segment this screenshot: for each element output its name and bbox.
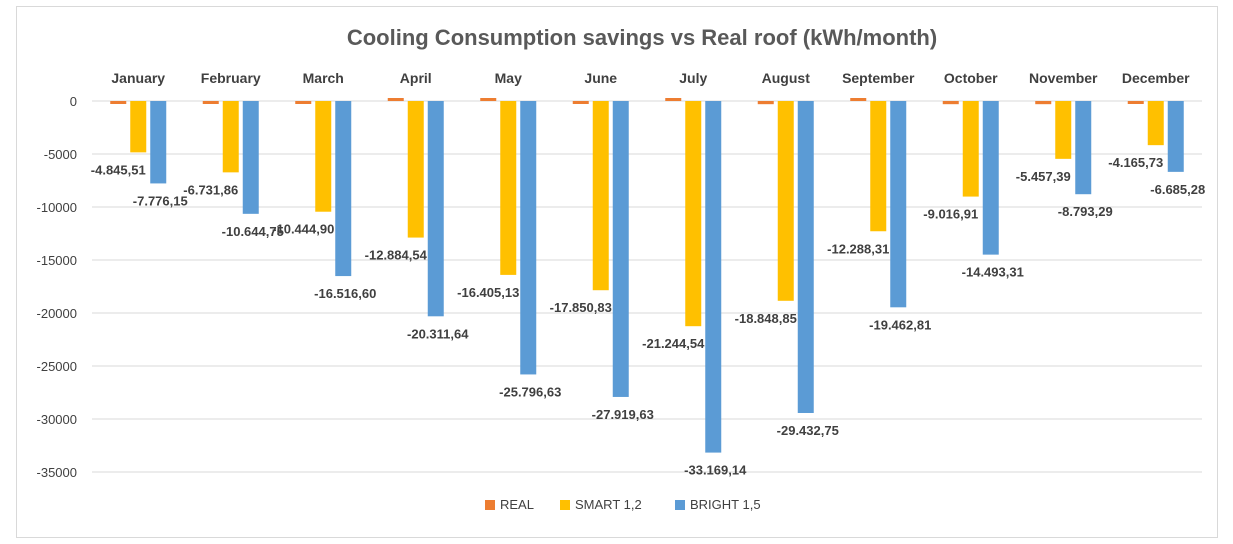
data-label: -17.850,83 [550,300,612,315]
bar-real [480,98,497,101]
bar-smart-1-2 [592,101,609,291]
bar-bright-1-5 [982,101,999,255]
data-label: -16.516,60 [314,286,376,301]
bar-bright-1-5 [612,101,629,397]
y-tick-label: -30000 [37,412,77,427]
category-label: November [1029,70,1098,86]
category-labels: January February March April May June July Augu… [111,70,1190,86]
data-label: -27.919,63 [592,407,654,422]
bar-real [850,98,867,101]
data-label: -10.444,90 [272,222,334,237]
bar-real [202,101,219,104]
y-tick-label: -5000 [44,147,77,162]
bar-smart-1-2 [870,101,887,232]
data-label: -12.288,31 [827,241,889,256]
bar-chart: Cooling Consumption savings vs Real roof… [37,25,1206,512]
bar-bright-1-5 [797,101,814,413]
bar-real [387,98,404,101]
category-label: January [111,70,165,86]
bar-smart-1-2 [315,101,332,212]
grid-lines [92,100,1202,473]
bars [110,98,1184,453]
data-label: -21.244,54 [642,336,705,351]
y-tick-label: -25000 [37,359,77,374]
data-labels: -4.845,51 -7.776,15-6.731,86 -10.644,75-10… [91,155,1205,477]
data-label: -6.731,86 [183,182,238,197]
category-label: March [303,70,344,86]
bar-real [942,101,959,105]
bar-real [665,98,682,101]
bar-smart-1-2 [500,101,517,275]
legend-label: BRIGHT 1,5 [690,497,761,512]
category-label: October [944,70,998,86]
data-label: -18.848,85 [735,311,797,326]
y-axis-ticks: 0 -5000 -10000 -15000 -20000 -25000 -30000 -350… [37,94,77,480]
y-tick-label: -10000 [37,200,77,215]
bar-smart-1-2 [407,101,424,238]
chart-title: Cooling Consumption savings vs Real roof… [347,25,937,50]
data-label: -33.169,14 [684,463,747,478]
bar-real [1127,101,1144,104]
legend-label: SMART 1,2 [575,497,642,512]
bar-bright-1-5 [1167,101,1184,172]
data-label: -20.311,64 [407,326,469,341]
y-tick-label: -15000 [37,253,77,268]
data-label: -8.793,29 [1058,204,1113,219]
bar-smart-1-2 [962,101,979,197]
bar-real [110,101,127,104]
category-label: April [400,70,432,86]
category-label: May [495,70,522,86]
data-label: -25.796,63 [499,384,561,399]
bar-smart-1-2 [222,101,239,173]
legend-swatch [560,500,570,510]
bar-bright-1-5 [520,101,537,375]
legend-swatch [675,500,685,510]
category-label: July [679,70,707,86]
y-tick-label: 0 [70,94,77,109]
bar-bright-1-5 [242,101,259,214]
bar-bright-1-5 [705,101,722,453]
bar-bright-1-5 [427,101,444,317]
data-label: -29.432,75 [777,423,839,438]
y-tick-label: -35000 [37,465,77,480]
category-label: June [584,70,617,86]
bar-smart-1-2 [1055,101,1072,159]
data-label: -7.776,15 [133,193,188,208]
legend-label: REAL [500,497,534,512]
data-label: -9.016,91 [923,207,978,222]
category-label: September [842,70,915,86]
category-label: August [762,70,811,86]
bar-bright-1-5 [890,101,907,308]
data-label: -6.685,28 [1150,182,1205,197]
legend-swatch [485,500,495,510]
data-label: -5.457,39 [1016,169,1071,184]
y-tick-label: -20000 [37,306,77,321]
data-label: -10.644,75 [222,224,284,239]
category-label: February [201,70,261,86]
category-label: December [1122,70,1190,86]
bar-real [572,101,589,104]
bar-bright-1-5 [150,101,167,184]
bar-real [757,101,774,105]
data-label: -14.493,31 [962,265,1024,280]
bar-smart-1-2 [130,101,147,153]
data-label: -4.165,73 [1108,155,1163,170]
bar-real [295,101,312,104]
data-label: -19.462,81 [869,317,931,332]
bar-bright-1-5 [335,101,352,277]
bar-real [1035,101,1052,105]
legend: REAL SMART 1,2 BRIGHT 1,5 [485,497,761,512]
chart-frame: Cooling Consumption savings vs Real roof… [16,6,1218,538]
bar-smart-1-2 [777,101,794,301]
data-label: -16.405,13 [457,285,519,300]
bar-bright-1-5 [1075,101,1092,195]
data-label: -4.845,51 [91,162,146,177]
data-label: -12.884,54 [365,248,428,263]
bar-smart-1-2 [1147,101,1164,146]
bar-smart-1-2 [685,101,702,327]
